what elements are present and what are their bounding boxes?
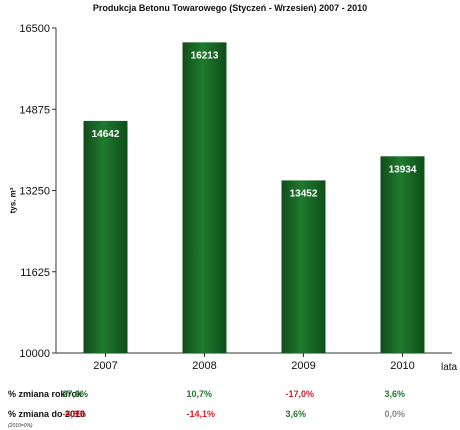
x-tick-label: 2009 bbox=[291, 360, 315, 372]
row1-cell: 3,6% bbox=[384, 389, 406, 399]
row2-cell: -4,8% bbox=[62, 409, 87, 419]
y-tick-label: 14875 bbox=[19, 104, 50, 116]
bar-value-label: 16213 bbox=[191, 50, 219, 61]
row2-cell: 3,6% bbox=[285, 409, 307, 419]
row2-cell: 0,0% bbox=[384, 409, 406, 419]
x-tick-label: 2008 bbox=[192, 360, 216, 372]
y-tick-label: 16500 bbox=[19, 23, 50, 35]
row1-cell: 10,7% bbox=[186, 389, 213, 399]
bar-value-label: 14642 bbox=[92, 129, 120, 140]
row1-cell: 27,9% bbox=[62, 389, 89, 399]
row2-note: (2010=0%) bbox=[8, 423, 33, 429]
y-tick-label: 10000 bbox=[19, 348, 50, 360]
bar-value-label: 13452 bbox=[290, 188, 318, 199]
row1-label: % zmiana rok/rok bbox=[8, 389, 83, 399]
row2-label: % zmiana do 2010 bbox=[8, 409, 86, 419]
x-tick-label: 2007 bbox=[93, 360, 117, 372]
bar bbox=[380, 156, 425, 353]
bar bbox=[281, 180, 326, 353]
chart-title: Produkcja Betonu Towarowego (Styczeń - W… bbox=[92, 3, 368, 13]
row1-cell: -17,0% bbox=[285, 389, 315, 399]
y-tick-label: 11625 bbox=[20, 267, 50, 279]
bar-value-label: 13934 bbox=[389, 164, 417, 175]
bar bbox=[83, 120, 128, 354]
x-axis-label: lata bbox=[441, 362, 458, 373]
row2-cell: -14,1% bbox=[186, 409, 216, 419]
x-tick-label: 2010 bbox=[390, 360, 414, 372]
y-tick-label: 13250 bbox=[19, 186, 50, 198]
bar bbox=[182, 42, 227, 353]
